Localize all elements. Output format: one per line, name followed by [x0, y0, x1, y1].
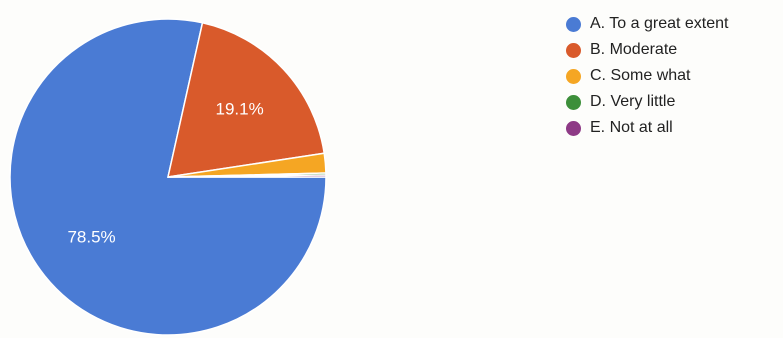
chart-legend: A. To a great extent B. Moderate C. Some w… [566, 12, 728, 142]
legend-label: B. Moderate [590, 41, 678, 58]
pie-data-labels: 78.5% 19.1% [67, 100, 263, 247]
legend-swatch-icon [566, 120, 581, 136]
legend-label: D. Very little [590, 93, 676, 110]
legend-item-d: D. Very little [566, 90, 728, 114]
legend-swatch-icon [566, 16, 581, 32]
legend-item-b: B. Moderate [566, 38, 728, 62]
legend-item-e: E. Not at all [566, 116, 728, 140]
legend-label: C. Some what [590, 67, 691, 84]
data-label-b: 19.1% [216, 100, 264, 119]
legend-label: E. Not at all [590, 119, 673, 136]
legend-label: A. To a great extent [590, 15, 729, 32]
pie-slice-e [167, 174, 327, 178]
data-label-a: 78.5% [67, 228, 115, 247]
legend-item-a: A. To a great extent [566, 12, 728, 36]
pie-slice-b [167, 21, 326, 178]
legend-swatch-icon [566, 94, 581, 110]
legend-item-c: C. Some what [566, 64, 728, 88]
pie-slices [9, 18, 327, 336]
legend-swatch-icon [566, 42, 581, 58]
legend-swatch-icon [566, 68, 581, 84]
